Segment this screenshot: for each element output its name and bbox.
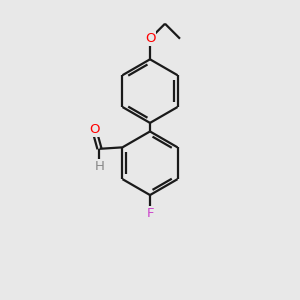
Text: O: O — [145, 32, 155, 45]
Text: O: O — [89, 123, 99, 136]
Text: H: H — [94, 160, 104, 173]
Text: F: F — [146, 207, 154, 220]
